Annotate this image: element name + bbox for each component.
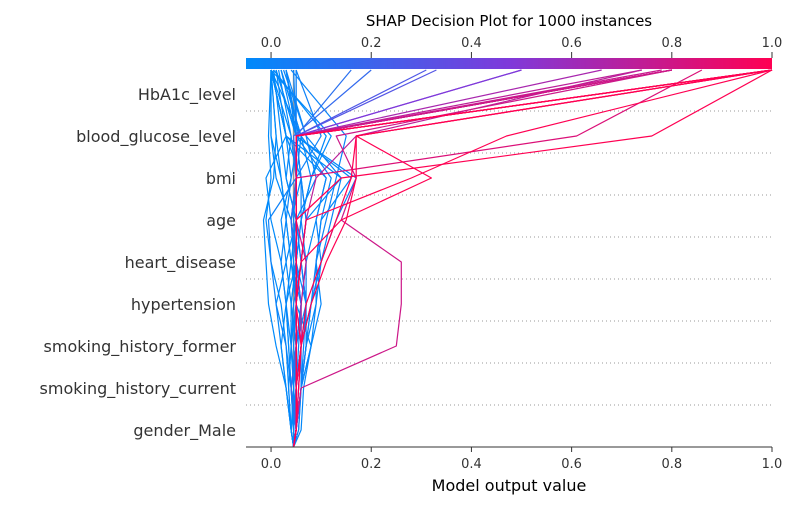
x-tick-label: 0.8 bbox=[661, 457, 682, 472]
decision-line bbox=[293, 69, 773, 448]
colorbar-gradient bbox=[246, 58, 772, 69]
feature-label: bmi bbox=[206, 169, 236, 188]
decision-line bbox=[270, 70, 295, 447]
feature-label: hypertension bbox=[131, 295, 236, 314]
x-tick-label: 0.0 bbox=[261, 457, 282, 472]
x-tick-label: 1.0 bbox=[762, 457, 783, 472]
colorbar-ticks: 0.0 0.2 0.4 0.6 0.8 1.0 bbox=[261, 36, 783, 58]
x-tick-label: 0.2 bbox=[361, 457, 382, 472]
feature-label: blood_glucose_level bbox=[76, 127, 236, 147]
decision-line bbox=[293, 69, 773, 448]
colorbar bbox=[246, 58, 772, 69]
decision-line bbox=[293, 69, 602, 448]
colorbar-tick-label: 1.0 bbox=[762, 36, 783, 51]
feature-label: gender_Male bbox=[133, 421, 236, 441]
feature-label: smoking_history_current bbox=[40, 379, 236, 399]
x-axis: 0.0 0.2 0.4 0.6 0.8 1.0 bbox=[246, 446, 783, 472]
x-tick-label: 0.6 bbox=[561, 457, 582, 472]
chart-title: SHAP Decision Plot for 1000 instances bbox=[366, 12, 652, 30]
colorbar-tick-label: 0.4 bbox=[461, 36, 482, 51]
gridlines bbox=[246, 70, 772, 448]
decision-lines bbox=[262, 69, 773, 448]
decision-line bbox=[293, 69, 703, 448]
colorbar-tick-label: 0.8 bbox=[661, 36, 682, 51]
feature-label: heart_disease bbox=[125, 253, 236, 273]
feature-label: HbA1c_level bbox=[138, 85, 236, 105]
x-axis-label: Model output value bbox=[432, 476, 587, 495]
feature-label: age bbox=[206, 211, 236, 230]
colorbar-tick-label: 0.0 bbox=[261, 36, 282, 51]
decision-line bbox=[293, 70, 307, 448]
colorbar-tick-label: 0.6 bbox=[561, 36, 582, 51]
feature-label: smoking_history_former bbox=[44, 337, 237, 357]
colorbar-tick-label: 0.2 bbox=[361, 36, 382, 51]
decision-line bbox=[283, 69, 342, 448]
x-tick-label: 0.4 bbox=[461, 457, 482, 472]
decision-line bbox=[293, 69, 672, 448]
decision-line bbox=[293, 69, 672, 448]
